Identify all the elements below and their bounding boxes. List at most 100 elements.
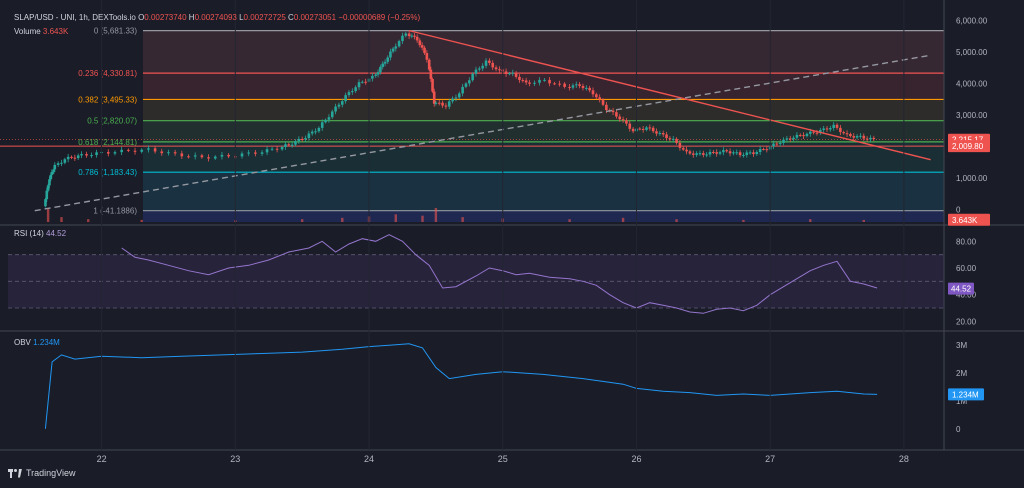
candle[interactable] bbox=[106, 152, 110, 154]
candle[interactable] bbox=[578, 84, 581, 86]
candle[interactable] bbox=[615, 112, 618, 117]
candle[interactable] bbox=[46, 185, 50, 191]
candle[interactable] bbox=[588, 87, 591, 91]
candle[interactable] bbox=[294, 141, 297, 145]
candle[interactable] bbox=[718, 152, 722, 154]
candle[interactable] bbox=[444, 105, 448, 107]
candle[interactable] bbox=[514, 72, 518, 77]
candle[interactable] bbox=[788, 138, 792, 140]
candle[interactable] bbox=[310, 131, 314, 134]
candle[interactable] bbox=[625, 120, 628, 124]
candle[interactable] bbox=[468, 80, 471, 84]
candle[interactable] bbox=[420, 45, 424, 48]
candle[interactable] bbox=[815, 132, 819, 134]
candle[interactable] bbox=[389, 51, 392, 58]
candle[interactable] bbox=[638, 128, 642, 130]
candle[interactable] bbox=[300, 138, 304, 140]
candle[interactable] bbox=[173, 152, 177, 154]
candle[interactable] bbox=[748, 152, 752, 154]
candle[interactable] bbox=[153, 148, 157, 152]
candle[interactable] bbox=[160, 151, 164, 154]
candle[interactable] bbox=[688, 151, 692, 154]
candle[interactable] bbox=[665, 134, 668, 139]
candle[interactable] bbox=[645, 127, 648, 130]
candle[interactable] bbox=[60, 162, 63, 164]
candle[interactable] bbox=[528, 82, 531, 84]
candle[interactable] bbox=[425, 53, 429, 60]
candle[interactable] bbox=[371, 75, 374, 79]
candle[interactable] bbox=[481, 65, 484, 69]
candle[interactable] bbox=[410, 35, 414, 37]
candle[interactable] bbox=[324, 119, 327, 123]
candle[interactable] bbox=[66, 156, 70, 160]
candle[interactable] bbox=[280, 146, 284, 150]
candle[interactable] bbox=[641, 128, 645, 130]
candle[interactable] bbox=[351, 91, 354, 93]
candle[interactable] bbox=[167, 152, 170, 154]
candle[interactable] bbox=[478, 68, 481, 70]
candle[interactable] bbox=[95, 152, 98, 156]
candle[interactable] bbox=[213, 156, 217, 159]
candle[interactable] bbox=[284, 144, 287, 147]
candle[interactable] bbox=[140, 149, 144, 152]
candle[interactable] bbox=[802, 135, 805, 137]
candle[interactable] bbox=[508, 73, 511, 75]
candle[interactable] bbox=[661, 133, 665, 135]
candle[interactable] bbox=[735, 152, 739, 154]
candle[interactable] bbox=[732, 152, 735, 154]
candle[interactable] bbox=[432, 91, 436, 104]
candle[interactable] bbox=[290, 144, 294, 146]
candle[interactable] bbox=[120, 149, 123, 153]
candle[interactable] bbox=[347, 92, 351, 96]
candle[interactable] bbox=[691, 153, 695, 155]
candle[interactable] bbox=[451, 98, 454, 102]
candle[interactable] bbox=[334, 106, 337, 112]
candle[interactable] bbox=[127, 149, 130, 151]
candle[interactable] bbox=[798, 134, 802, 136]
candle[interactable] bbox=[628, 123, 632, 129]
candle[interactable] bbox=[845, 133, 849, 135]
candle[interactable] bbox=[872, 137, 876, 140]
candle[interactable] bbox=[805, 133, 809, 137]
candle[interactable] bbox=[76, 155, 80, 159]
downtrend-line[interactable] bbox=[408, 29, 931, 161]
candle[interactable] bbox=[778, 142, 782, 144]
candle[interactable] bbox=[70, 156, 73, 158]
candle[interactable] bbox=[785, 138, 789, 140]
candle[interactable] bbox=[427, 59, 431, 70]
candle[interactable] bbox=[354, 87, 357, 92]
candle[interactable] bbox=[361, 81, 364, 83]
candle[interactable] bbox=[344, 95, 347, 102]
candle[interactable] bbox=[73, 157, 77, 159]
candle[interactable] bbox=[254, 152, 257, 154]
candle[interactable] bbox=[839, 127, 842, 133]
candle[interactable] bbox=[275, 148, 279, 150]
candle[interactable] bbox=[849, 134, 852, 137]
candle[interactable] bbox=[671, 138, 675, 140]
candle[interactable] bbox=[434, 102, 438, 104]
candle[interactable] bbox=[755, 152, 759, 155]
candle[interactable] bbox=[63, 159, 67, 163]
candle[interactable] bbox=[822, 128, 825, 130]
candle[interactable] bbox=[491, 62, 495, 68]
rsi-panel[interactable] bbox=[8, 234, 944, 314]
candle[interactable] bbox=[457, 93, 461, 98]
candle[interactable] bbox=[431, 78, 434, 92]
candle[interactable] bbox=[538, 79, 541, 83]
candle[interactable] bbox=[49, 174, 53, 180]
candle[interactable] bbox=[498, 69, 501, 71]
candle[interactable] bbox=[441, 102, 444, 106]
candle[interactable] bbox=[287, 144, 291, 146]
candle[interactable] bbox=[383, 61, 387, 64]
candle[interactable] bbox=[698, 153, 702, 155]
candle[interactable] bbox=[571, 85, 575, 88]
candle[interactable] bbox=[447, 101, 451, 107]
candle[interactable] bbox=[423, 47, 426, 54]
candle[interactable] bbox=[418, 40, 422, 46]
candle[interactable] bbox=[725, 150, 729, 152]
candle[interactable] bbox=[835, 124, 839, 128]
candle[interactable] bbox=[50, 172, 54, 175]
candle[interactable] bbox=[712, 151, 715, 153]
candle[interactable] bbox=[651, 127, 655, 132]
candle[interactable] bbox=[407, 33, 411, 37]
